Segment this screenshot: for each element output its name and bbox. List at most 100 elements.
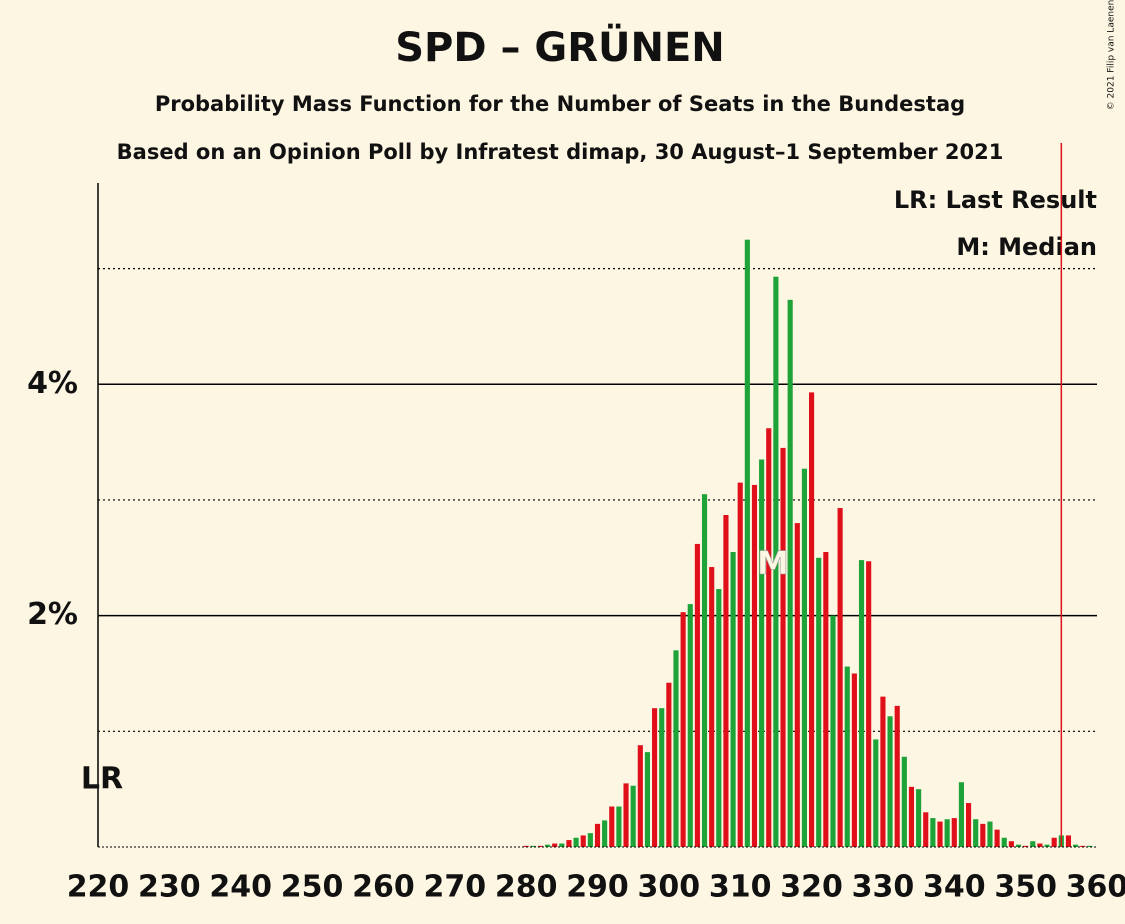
x-tick-label: 320 (780, 870, 843, 905)
bar (937, 821, 943, 847)
bar (559, 843, 565, 847)
bar (587, 833, 593, 847)
bar (851, 673, 857, 847)
x-tick-label: 250 (281, 870, 344, 905)
bar (944, 819, 950, 847)
bar (1051, 837, 1057, 847)
bar (573, 837, 579, 847)
bar (544, 844, 551, 847)
bar (987, 821, 993, 847)
bar (737, 482, 743, 847)
bar (980, 823, 986, 847)
bar (566, 840, 572, 847)
bar (652, 708, 658, 847)
bar (666, 682, 672, 847)
bar (1080, 845, 1086, 847)
bar (823, 552, 829, 847)
bar (1023, 845, 1029, 847)
bar (923, 812, 929, 847)
bar (880, 696, 886, 847)
copyright: © 2021 Filip van Laenen (1107, 0, 1117, 110)
x-tick-label: 310 (709, 870, 772, 905)
bar (780, 447, 786, 847)
y-tick-label: 2% (27, 597, 78, 632)
bar (958, 782, 964, 847)
last-result-label: LR (81, 762, 123, 797)
bar (773, 276, 779, 848)
bar (580, 835, 586, 847)
bar (1044, 844, 1050, 847)
bar (930, 818, 936, 847)
bar (858, 560, 865, 847)
x-tick-label: 240 (209, 870, 272, 905)
bar (530, 845, 536, 847)
x-tick-label: 270 (423, 870, 486, 905)
bar (951, 818, 957, 847)
bar (523, 845, 529, 847)
x-tick-label: 340 (923, 870, 986, 905)
bar (916, 789, 922, 847)
bar (552, 843, 558, 847)
bar (1087, 845, 1093, 847)
bar (1065, 835, 1072, 847)
x-tick-label: 290 (566, 870, 629, 905)
bar (894, 705, 900, 847)
legend-entry: M: Median (956, 233, 1097, 261)
median-label: M (757, 544, 789, 582)
bar (609, 806, 615, 847)
bar (816, 557, 822, 847)
bar (701, 494, 708, 847)
x-tick-label: 350 (994, 870, 1057, 905)
bar (730, 552, 736, 847)
x-tick-label: 260 (352, 870, 415, 905)
bar (694, 543, 700, 847)
x-tick-label: 360 (1066, 870, 1125, 905)
bar (801, 468, 808, 847)
bar (994, 829, 1000, 847)
chart-subtitle: Based on an Opinion Poll by Infratest di… (117, 140, 1004, 164)
bar (716, 589, 722, 847)
x-tick-label: 220 (67, 870, 130, 905)
bar (1030, 841, 1036, 847)
bar (709, 567, 715, 847)
bar (901, 756, 907, 847)
bar (837, 508, 843, 847)
bar (873, 739, 879, 847)
bar (965, 803, 972, 847)
bar (630, 785, 636, 847)
x-tick-label: 330 (852, 870, 915, 905)
chart-title: SPD – GRÜNEN (395, 23, 725, 71)
bar (1073, 844, 1079, 847)
bar (1037, 843, 1043, 847)
bar (644, 752, 651, 847)
bar (751, 484, 758, 847)
bar (766, 428, 772, 847)
bar (887, 716, 893, 847)
bar (1001, 837, 1007, 847)
bar (973, 819, 979, 847)
bar (794, 523, 800, 847)
bar (687, 604, 693, 847)
y-tick-label: 4% (27, 366, 78, 401)
bar (723, 515, 729, 847)
bar (637, 745, 643, 847)
bar (623, 783, 629, 847)
bar (594, 823, 601, 847)
bar (809, 392, 815, 847)
bar (537, 845, 543, 847)
bar (1015, 844, 1022, 847)
legend-entry: LR: Last Result (894, 186, 1097, 214)
bar (659, 708, 665, 847)
x-tick-label: 300 (638, 870, 701, 905)
bar (866, 561, 872, 847)
bar (1008, 841, 1014, 847)
bar (616, 806, 622, 847)
bar (673, 650, 679, 847)
bar (844, 666, 850, 847)
bar (759, 459, 765, 847)
bar (744, 239, 750, 847)
chart-subtitle: Probability Mass Function for the Number… (155, 92, 965, 116)
bar (602, 820, 608, 847)
x-tick-label: 230 (138, 870, 201, 905)
